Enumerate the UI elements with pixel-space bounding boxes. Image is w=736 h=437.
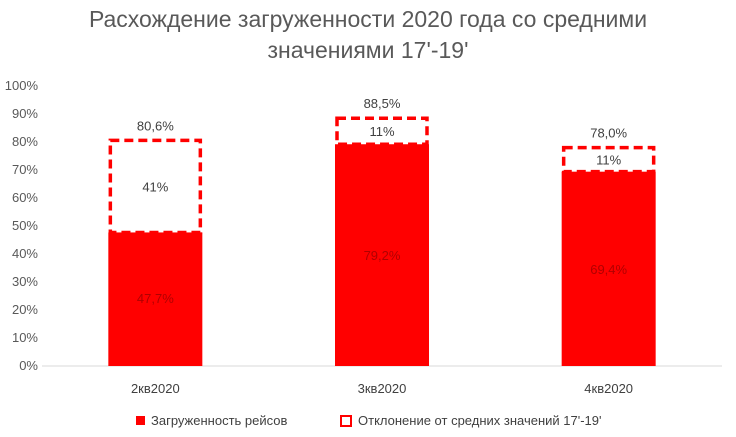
data-label-load: 69,4% — [590, 262, 627, 277]
y-tick-label: 100% — [5, 78, 39, 93]
y-tick-label: 0% — [19, 358, 38, 373]
legend: Загруженность рейсов Отклонение от средн… — [0, 413, 736, 433]
data-label-deviation: 11% — [596, 153, 621, 168]
y-tick-label: 20% — [12, 302, 38, 317]
bar-chart: 0% 10% 20% 30% 40% 50% 60% 70% 80% 90% 100% 47,7% 41… — [5, 78, 722, 396]
y-tick-label: 70% — [12, 162, 38, 177]
legend-label-load: Загруженность рейсов — [151, 413, 288, 428]
legend-swatch-dashed — [340, 414, 352, 427]
bar-load — [561, 171, 656, 366]
bar-load — [335, 144, 429, 366]
bar-deviation — [561, 145, 656, 174]
data-label-total: 80,6% — [137, 118, 174, 133]
x-tick-label: 2кв2020 — [131, 381, 180, 396]
data-label-total: 78,0% — [590, 126, 627, 141]
legend-swatch-solid — [136, 416, 145, 425]
bar-deviation — [108, 138, 203, 235]
legend-label-deviation: Отклонение от средних значений 17'-19' — [358, 413, 602, 428]
chart-title-line-1: Расхождение загруженности 2020 года со с… — [88, 6, 648, 32]
data-label-load: 47,7% — [137, 291, 174, 306]
data-label-deviation: 11% — [369, 124, 394, 139]
x-tick-label: 4кв2020 — [584, 381, 633, 396]
x-tick-label: 3кв2020 — [358, 381, 407, 396]
data-label-load: 79,2% — [364, 248, 401, 263]
data-label-deviation: 41% — [142, 179, 168, 194]
legend-item-load: Загруженность рейсов — [136, 413, 287, 428]
y-tick-label: 80% — [12, 134, 38, 149]
y-tick-label: 40% — [12, 246, 38, 261]
chart-title-line-2: значениями 17'-19' — [267, 37, 469, 63]
y-tick-label: 50% — [12, 218, 38, 233]
y-tick-label: 60% — [12, 190, 38, 205]
y-tick-label: 90% — [12, 106, 38, 121]
chart-title: Расхождение загруженности 2020 года со с… — [0, 4, 736, 66]
bar-load — [108, 232, 203, 366]
y-tick-label: 30% — [12, 274, 38, 289]
legend-item-deviation: Отклонение от средних значений 17'-19' — [340, 413, 602, 428]
data-label-total: 88,5% — [364, 96, 401, 111]
y-tick-label: 10% — [12, 330, 38, 345]
bar-deviation — [335, 116, 429, 146]
